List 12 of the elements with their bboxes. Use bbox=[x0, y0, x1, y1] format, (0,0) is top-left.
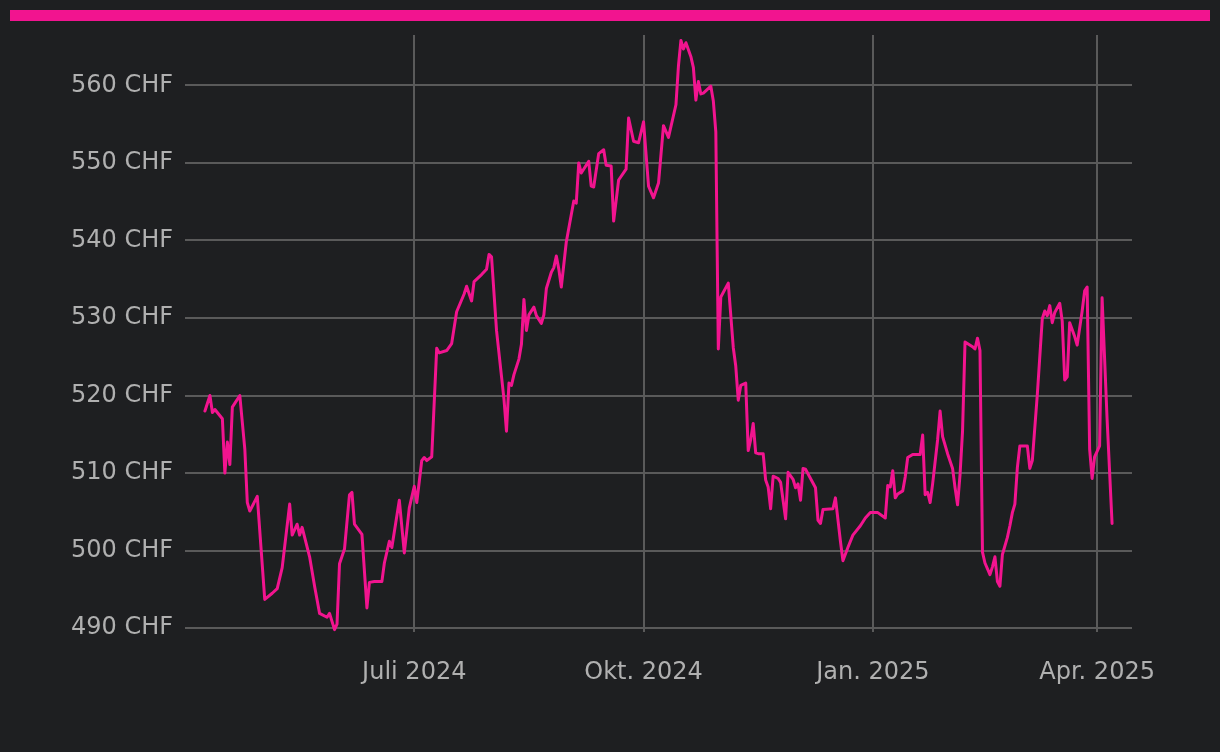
x-tick-label: Juli 2024 bbox=[360, 656, 467, 685]
x-tick-label: Okt. 2024 bbox=[584, 656, 703, 685]
y-tick-label: 520 CHF bbox=[70, 379, 173, 408]
y-tick-label: 510 CHF bbox=[70, 457, 173, 486]
y-tick-label: 490 CHF bbox=[70, 612, 173, 641]
y-tick-label: 550 CHF bbox=[70, 147, 173, 176]
y-tick-label: 560 CHF bbox=[70, 69, 173, 98]
y-tick-label: 540 CHF bbox=[70, 224, 173, 253]
y-tick-label: 500 CHF bbox=[70, 534, 173, 563]
x-tick-label: Apr. 2025 bbox=[1039, 656, 1155, 685]
x-tick-label: Jan. 2025 bbox=[814, 656, 930, 685]
y-tick-label: 530 CHF bbox=[70, 302, 173, 331]
